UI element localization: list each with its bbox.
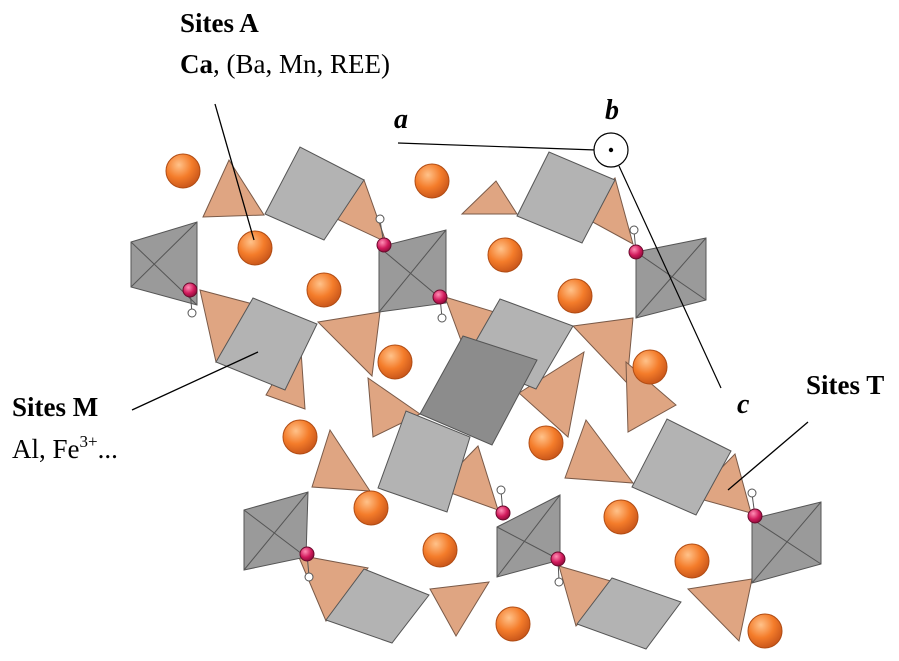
leader-lines [131, 103, 809, 491]
axis-c-label: c [737, 389, 750, 420]
sites-a-secondary-elements: , (Ba, Mn, REE) [213, 49, 390, 79]
oxygen-atom [747, 508, 763, 524]
sites-a-elements: Ca, (Ba, Mn, REE) [180, 49, 390, 79]
tetrahedron [311, 428, 371, 492]
sites-m-base: Al, Fe [12, 434, 80, 464]
tetrahedron [518, 350, 585, 438]
sites-m-elements: Al, Fe3+... [12, 432, 118, 464]
tetrahedra-group [199, 158, 753, 643]
tetrahedron [316, 311, 381, 378]
octahedron [325, 568, 430, 644]
axis-a-label: a [394, 104, 408, 135]
cation-sphere [557, 278, 593, 314]
cation-sphere [747, 613, 783, 649]
leader-sites-a [214, 103, 255, 241]
sites-m-superscript: 3+ [80, 432, 98, 451]
sites-a-main-element: Ca [180, 49, 213, 79]
hydrogen-atom [304, 572, 314, 582]
leader-sites-t [727, 421, 809, 491]
cation-sphere [414, 163, 450, 199]
cation-spheres [165, 153, 783, 649]
cation-sphere [528, 425, 564, 461]
sites-m-title: Sites M [12, 392, 98, 422]
tetrahedron [571, 317, 634, 385]
octahedron [576, 577, 682, 650]
leader-sites-m [131, 351, 259, 411]
sites-a-title: Sites A [180, 8, 259, 38]
octahedron [419, 335, 538, 446]
octahedron [264, 146, 365, 241]
tetrahedron [460, 180, 518, 215]
tetrahedron [367, 376, 421, 438]
hydrogen-atom [554, 577, 564, 587]
oxygen-atom [628, 244, 644, 260]
unit-cell-axes [397, 132, 722, 389]
cation-sphere [487, 237, 523, 273]
tetrahedron [564, 418, 635, 484]
octahedron [215, 297, 318, 391]
cation-sphere [306, 272, 342, 308]
oxygen-atom [299, 546, 315, 562]
axis-c-line [618, 165, 722, 389]
cation-sphere [422, 532, 458, 568]
cation-sphere [237, 230, 273, 266]
cation-sphere [165, 153, 201, 189]
sites-m-tail: ... [98, 434, 118, 464]
tetrahedron [429, 581, 490, 637]
cation-sphere [603, 499, 639, 535]
cation-sphere [353, 490, 389, 526]
cation-sphere [674, 543, 710, 579]
oxygen-atom [495, 505, 511, 521]
cation-sphere [377, 344, 413, 380]
octahedra-group [130, 146, 822, 650]
cation-sphere [632, 349, 668, 385]
oxygen-atom [550, 551, 566, 567]
hydroxyl-group [182, 214, 763, 587]
octahedron [631, 418, 732, 516]
octahedron [377, 410, 471, 513]
hydrogen-atom [187, 308, 197, 318]
cation-sphere [282, 419, 318, 455]
axis-a-line [397, 142, 597, 151]
hydrogen-atom [747, 488, 757, 498]
axis-b-label: b [605, 95, 619, 126]
oxygen-atom [376, 237, 392, 253]
oxygen-atom [182, 282, 198, 298]
sites-t-title: Sites T [806, 370, 884, 400]
octahedron [516, 151, 616, 244]
oxygen-atom [432, 289, 448, 305]
tetrahedron [686, 578, 753, 643]
hydrogen-atom [375, 214, 385, 224]
hydrogen-atom [496, 485, 506, 495]
hydrogen-atom [629, 225, 639, 235]
tetrahedron [202, 158, 265, 218]
cation-sphere [495, 606, 531, 642]
hydrogen-atom [437, 313, 447, 323]
axis-b-dot [608, 147, 614, 153]
labels: Sites A Ca, (Ba, Mn, REE) Sites M Al, Fe… [12, 8, 884, 464]
